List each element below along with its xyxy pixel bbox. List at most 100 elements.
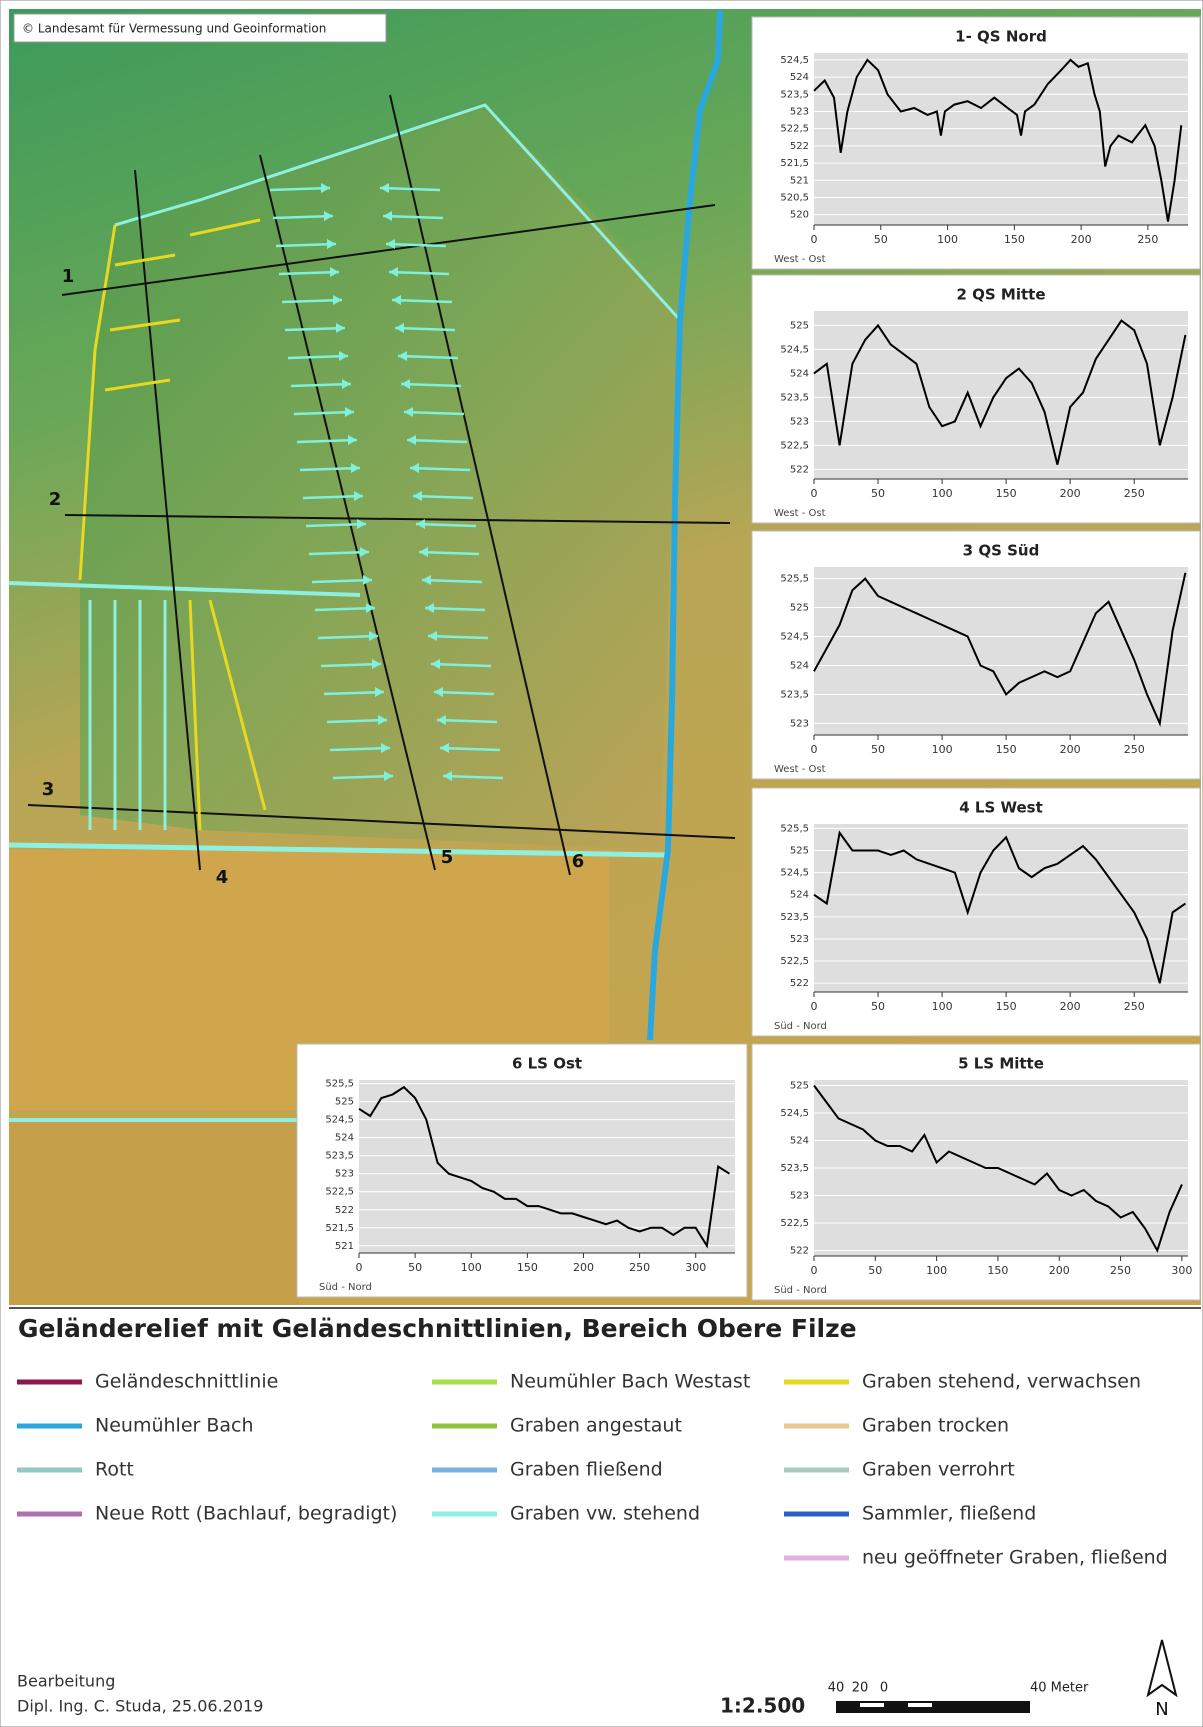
x-axis-label: West - Ost — [774, 764, 826, 775]
y-tick-label: 524 — [790, 660, 809, 671]
x-axis-label: Süd - Nord — [319, 1282, 372, 1293]
plot-area — [814, 53, 1188, 225]
scale-tick: 0 — [880, 1681, 888, 1696]
x-tick-label: 0 — [356, 1261, 363, 1274]
y-tick-label: 523,5 — [780, 89, 809, 100]
y-tick-label: 523,5 — [780, 912, 809, 923]
y-tick-label: 523 — [790, 1191, 809, 1202]
x-tick-label: 150 — [517, 1261, 538, 1274]
x-tick-label: 200 — [1060, 487, 1081, 500]
y-tick-label: 525 — [790, 846, 809, 857]
y-tick-label: 525,5 — [325, 1079, 354, 1090]
y-tick-label: 522,5 — [780, 440, 809, 451]
x-tick-label: 0 — [811, 1000, 818, 1013]
footer-heading: Bearbeitung — [17, 1672, 115, 1691]
x-tick-label: 0 — [811, 1264, 818, 1277]
y-tick-label: 522 — [335, 1205, 354, 1216]
y-tick-label: 524,5 — [780, 1108, 809, 1119]
x-tick-label: 100 — [932, 487, 953, 500]
y-tick-label: 520 — [790, 210, 809, 221]
y-tick-label: 524 — [790, 890, 809, 901]
y-tick-label: 523,5 — [780, 1163, 809, 1174]
legend-label: Geländeschnittlinie — [95, 1371, 278, 1393]
x-tick-label: 100 — [932, 1000, 953, 1013]
y-tick-label: 524,5 — [780, 344, 809, 355]
y-tick-label: 521,5 — [780, 158, 809, 169]
x-tick-label: 300 — [685, 1261, 706, 1274]
chart-title: 6 LS Ost — [512, 1055, 582, 1073]
x-tick-label: 50 — [408, 1261, 422, 1274]
x-tick-label: 200 — [1060, 743, 1081, 756]
map-sheet: © Landesamt für Vermessung und Geoinform… — [0, 0, 1203, 1727]
y-tick-label: 523,5 — [780, 392, 809, 403]
x-tick-label: 100 — [461, 1261, 482, 1274]
y-tick-label: 522 — [790, 464, 809, 475]
chart-title: 4 LS West — [959, 799, 1043, 817]
x-tick-label: 250 — [1124, 743, 1145, 756]
legend-label: Rott — [95, 1459, 134, 1481]
scale-bar-segment — [860, 1703, 884, 1707]
legend-label: Graben verrohrt — [862, 1459, 1015, 1481]
x-tick-label: 150 — [996, 487, 1017, 500]
legend-label: Neumühler Bach Westast — [510, 1371, 750, 1393]
y-tick-label: 522 — [790, 1246, 809, 1257]
y-tick-label: 523 — [790, 106, 809, 117]
legend-label: Sammler, fließend — [862, 1503, 1036, 1525]
x-tick-label: 250 — [1124, 487, 1145, 500]
scale-bar-segment — [908, 1703, 932, 1707]
chart-title: 1- QS Nord — [955, 28, 1047, 46]
page: © Landesamt für Vermessung und Geoinform… — [0, 0, 1203, 1727]
y-tick-label: 525 — [790, 603, 809, 614]
scale-tick: 20 — [852, 1681, 869, 1696]
y-tick-label: 525 — [335, 1097, 354, 1108]
section-label: 4 — [216, 867, 229, 888]
y-tick-label: 521 — [335, 1241, 354, 1252]
x-tick-label: 0 — [811, 487, 818, 500]
y-tick-label: 524 — [790, 368, 809, 379]
profile-chart: 6 LS Ost525,5525524,5524523,5523522,5522… — [297, 1044, 747, 1297]
y-tick-label: 523 — [790, 416, 809, 427]
profile-chart: 1- QS Nord524,5524523,5523522,5522521,55… — [752, 17, 1200, 269]
x-tick-label: 150 — [996, 1000, 1017, 1013]
y-tick-label: 523 — [335, 1169, 354, 1180]
y-tick-label: 524 — [335, 1133, 354, 1144]
y-tick-label: 523,5 — [780, 689, 809, 700]
section-label: 6 — [572, 851, 585, 872]
x-tick-label: 50 — [868, 1264, 882, 1277]
scale-tick: 40 — [828, 1681, 845, 1696]
x-tick-label: 250 — [629, 1261, 650, 1274]
plot-area — [359, 1080, 735, 1253]
legend-label: Graben trocken — [862, 1415, 1009, 1437]
y-tick-label: 521,5 — [325, 1223, 354, 1234]
y-tick-label: 522 — [790, 978, 809, 989]
x-tick-label: 200 — [573, 1261, 594, 1274]
y-tick-label: 524,5 — [780, 632, 809, 643]
copyright: © Landesamt für Vermessung und Geoinform… — [22, 22, 326, 36]
y-tick-label: 525 — [790, 1081, 809, 1092]
x-tick-label: 250 — [1137, 233, 1158, 246]
y-tick-label: 524,5 — [780, 55, 809, 66]
legend-label: Graben angestaut — [510, 1415, 682, 1437]
x-axis-label: Süd - Nord — [774, 1021, 827, 1032]
legend-title: Geländerelief mit Geländeschnittlinien, … — [18, 1314, 857, 1343]
x-tick-label: 250 — [1110, 1264, 1131, 1277]
section-label: 2 — [49, 489, 62, 510]
y-tick-label: 525,5 — [780, 823, 809, 834]
x-tick-label: 50 — [871, 1000, 885, 1013]
x-tick-label: 0 — [811, 743, 818, 756]
legend-label: Graben stehend, verwachsen — [862, 1371, 1141, 1393]
x-tick-label: 150 — [1004, 233, 1025, 246]
x-tick-label: 100 — [937, 233, 958, 246]
x-axis-label: West - Ost — [774, 508, 826, 519]
y-tick-label: 524 — [790, 1136, 809, 1147]
north-label: N — [1155, 1699, 1168, 1720]
legend-label: Graben fließend — [510, 1459, 663, 1481]
scale-bar — [836, 1701, 1030, 1713]
scale: 1:2.500 — [720, 1694, 805, 1718]
y-tick-label: 524,5 — [780, 868, 809, 879]
section-label: 3 — [42, 779, 55, 800]
y-tick-label: 524 — [790, 72, 809, 83]
x-tick-label: 50 — [871, 487, 885, 500]
y-tick-label: 523 — [790, 934, 809, 945]
profile-chart: 3 QS Süd525,5525524,5524523,552305010015… — [752, 531, 1200, 779]
